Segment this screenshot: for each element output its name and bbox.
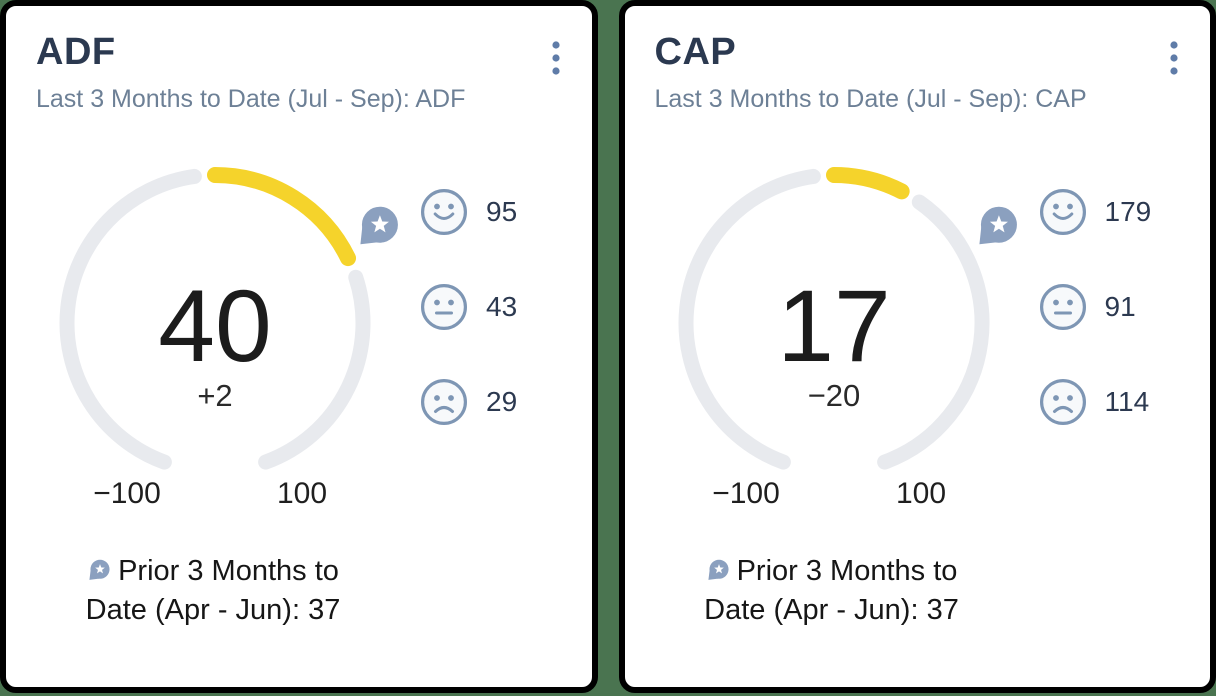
detractors-count: 29 [486,386,518,417]
promoters-count: 95 [486,196,518,227]
sad-face-icon [1039,379,1086,425]
prior-text-line2: Date (Apr - Jun): 37 [85,593,341,626]
card-subtitle: Last 3 Months to Date (Jul - Sep): ADF [36,85,466,113]
gauge-chart: 40 +2 −100 100 [59,167,398,510]
prior-period-marker-icon [360,206,398,245]
card-title: CAP [654,31,737,73]
passives-count: 91 [1104,291,1136,322]
passives-row: 43 [420,283,517,331]
prior-period-label: Prior 3 Months to Date (Apr - Jun): 37 [11,552,415,630]
prior-text-line2: Date (Apr - Jun): 37 [704,593,959,626]
promoters-row: 179 [1039,188,1152,236]
kebab-menu-icon [551,41,560,75]
gauge-value: 40 [158,269,271,383]
gauge-max-label: 100 [277,477,327,510]
card-subtitle: Last 3 Months to Date (Jul - Sep): CAP [654,85,1087,113]
neutral-face-icon [1039,284,1086,330]
sad-face-icon [421,379,467,425]
prior-text-line1: Prior 3 Months to [736,555,958,587]
detractors-row: 29 [420,378,517,426]
passives-row: 91 [1039,283,1152,331]
passives-count: 43 [486,291,518,322]
gauge-delta: +2 [197,378,232,413]
kpi-card-cap: CAP Last 3 Months to Date (Jul - Sep): C… [618,0,1216,693]
happy-face-icon [421,189,467,235]
happy-face-icon [1039,189,1086,235]
prior-period-marker-icon [978,206,1017,245]
gauge-min-label: −100 [93,477,161,510]
prior-text-line1: Prior 3 Months to [118,555,339,587]
gauge-value: 17 [777,269,890,383]
sentiment-breakdown: 179 91 114 [1039,188,1152,426]
gauge-chart: 17 −20 −100 100 [678,167,1017,510]
gauge-delta: −20 [807,378,860,413]
prior-marker-icon [708,559,729,580]
kebab-menu-icon [1170,41,1178,75]
neutral-face-icon [421,284,467,330]
prior-marker-icon [89,559,110,580]
promoters-count: 179 [1104,196,1152,227]
gauge-min-label: −100 [712,477,780,510]
detractors-row: 114 [1039,378,1152,426]
kpi-card-adf: ADF Last 3 Months to Date (Jul - Sep): A… [0,0,598,693]
promoters-row: 95 [420,188,517,236]
card-menu-button[interactable] [1165,36,1183,80]
gauge-max-label: 100 [895,477,945,510]
card-title: ADF [36,31,116,73]
card-menu-button[interactable] [547,36,565,80]
detractors-count: 114 [1104,386,1150,417]
prior-period-label: Prior 3 Months to Date (Apr - Jun): 37 [630,552,1034,630]
sentiment-breakdown: 95 43 29 [420,188,517,426]
